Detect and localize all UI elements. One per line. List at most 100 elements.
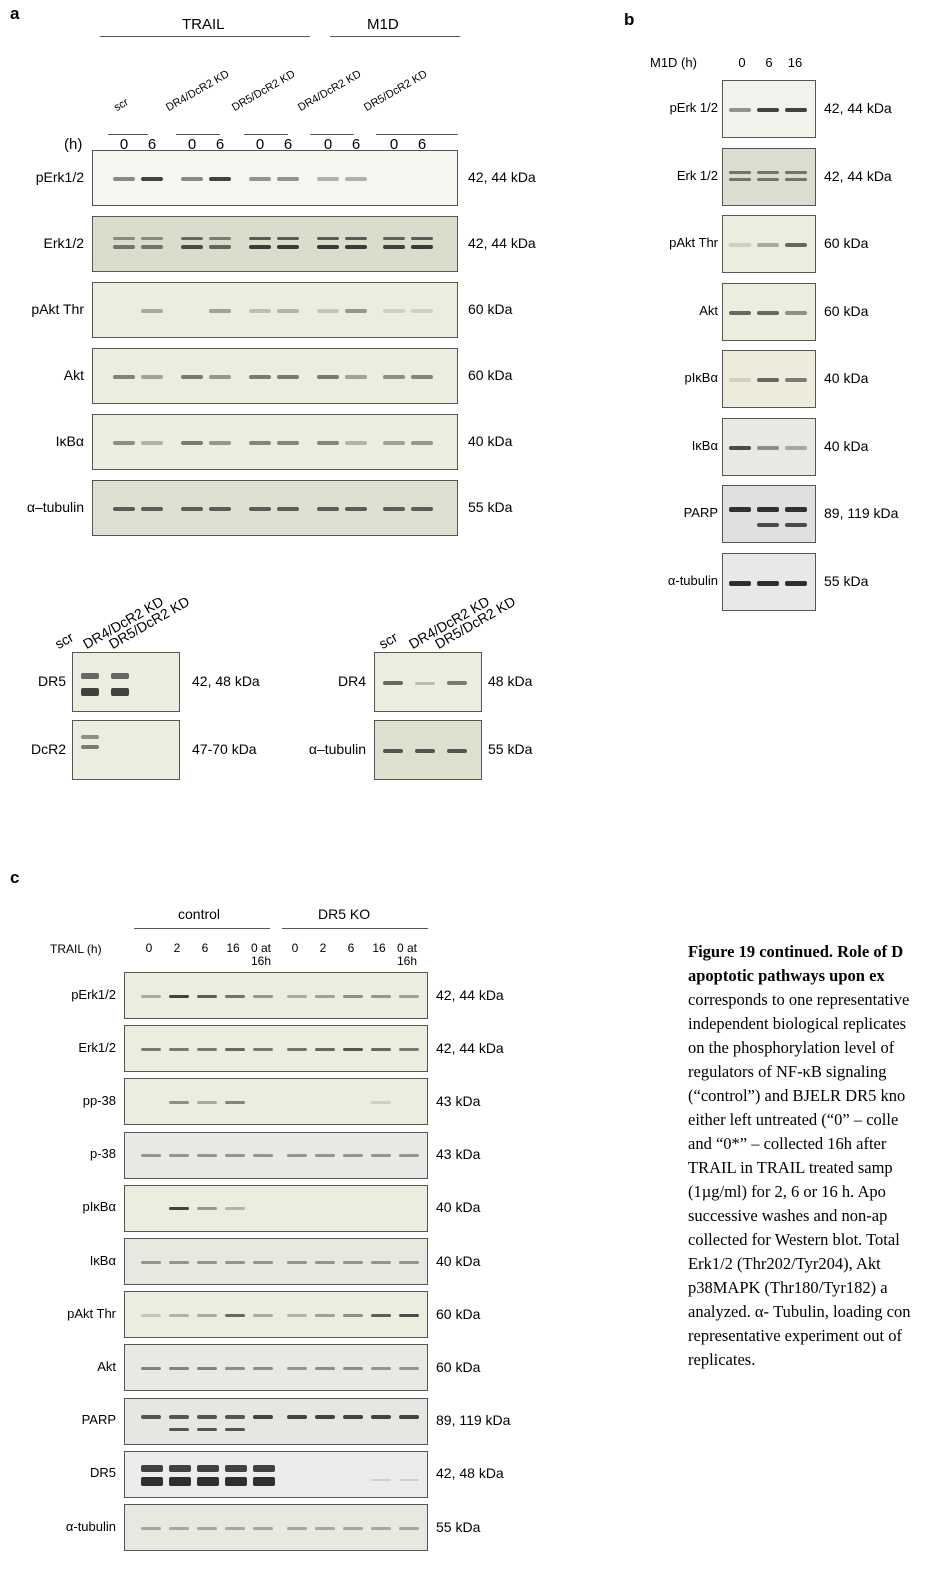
c-lane-time: 6: [201, 941, 209, 955]
blot-band: [287, 1154, 307, 1158]
blot-band: [197, 1415, 217, 1420]
blot-band: [225, 1465, 247, 1473]
blot-band: [253, 1526, 273, 1530]
blot-band: [399, 1047, 419, 1051]
c-row-label: Akt: [97, 1358, 116, 1374]
blot-band: [343, 1154, 363, 1158]
blot-band: [411, 441, 433, 445]
b-row-label: IκBα: [691, 437, 718, 453]
blot-band: [383, 309, 405, 313]
c-kda-label: 43 kDa: [436, 1146, 481, 1163]
blot-band: [225, 1047, 245, 1051]
blot-band: [141, 1260, 161, 1264]
blot-band: [197, 1047, 217, 1051]
blot-band: [315, 1526, 335, 1530]
lane-time: 0: [119, 136, 129, 153]
blot-band: [757, 177, 779, 181]
blot-band: [225, 1100, 245, 1104]
b-row-label: pErk 1/2: [669, 100, 718, 115]
blot-band: [225, 1313, 245, 1317]
c-kda-label: 40 kDa: [436, 1252, 481, 1269]
blot-band: [315, 1313, 335, 1317]
blot-band: [315, 1366, 335, 1370]
row-label: pErk1/2: [35, 169, 84, 185]
blot-band: [371, 1366, 391, 1370]
caption-line: TRAIL in TRAIL treated samp: [688, 1158, 893, 1177]
blot-band: [317, 237, 339, 240]
blot-band: [141, 441, 163, 445]
blot-band: [225, 1207, 245, 1211]
blot-band: [277, 309, 299, 313]
blot-band: [383, 749, 403, 753]
blot-band: [317, 375, 339, 379]
blot-band: [141, 177, 163, 181]
kda-label: 60 kDa: [468, 301, 513, 317]
blot-band: [249, 507, 271, 511]
blot-band: [197, 1313, 217, 1317]
blot-band: [197, 994, 217, 998]
pair-line: [244, 134, 288, 135]
sub-blot-box: [72, 720, 180, 780]
pair-line: [310, 134, 354, 135]
b-lane-time: 16: [787, 55, 803, 70]
blot-band: [287, 1313, 307, 1317]
blot-band: [277, 441, 299, 445]
blot-band: [225, 1477, 247, 1487]
lane-condition-dr5-m1d: DR5/DcR2 KD: [362, 68, 430, 114]
lane-time: 0: [187, 136, 197, 153]
b-row-label: PARP: [683, 505, 718, 520]
blot-band: [785, 445, 807, 450]
b-lane-time: 6: [765, 55, 773, 70]
c-kda-label: 40 kDa: [436, 1199, 481, 1216]
blot-band: [345, 245, 367, 249]
row-label: pAkt Thr: [31, 301, 84, 317]
b-blot-box: [722, 417, 816, 476]
c-kda-label: 60 kDa: [436, 1305, 481, 1322]
caption-line: replicates.: [688, 1350, 756, 1369]
blot-band: [141, 1465, 163, 1473]
sub-kda-label: 47-70 kDa: [192, 741, 257, 757]
blot-band: [141, 1415, 161, 1420]
blot-band: [81, 735, 99, 739]
blot-band: [411, 507, 433, 511]
kda-label: 60 kDa: [468, 367, 513, 383]
blot-box: [92, 216, 458, 272]
blot-band: [399, 1313, 419, 1317]
blot-band: [141, 237, 163, 240]
blot-band: [253, 1313, 273, 1317]
blot-band: [399, 1260, 419, 1264]
blot-band: [383, 441, 405, 445]
blot-band: [225, 1415, 245, 1420]
blot-band: [345, 507, 367, 511]
caption-line: (1µg/ml) for 2, 6 or 16 h. Apo: [688, 1182, 886, 1201]
blot-band: [181, 375, 203, 379]
blot-band: [197, 1260, 217, 1264]
caption: Figure 19 continued. Role of D apoptotic…: [688, 940, 911, 1372]
c-lane-time: 6: [347, 941, 355, 955]
blot-band: [249, 375, 271, 379]
blot-band: [209, 309, 231, 313]
blot-band: [371, 1100, 391, 1104]
b-row-label: Erk 1/2: [676, 167, 718, 183]
caption-line: collected for Western blot. Total: [688, 1230, 900, 1249]
blot-band: [785, 177, 807, 181]
blot-band: [729, 378, 751, 382]
blot-band: [197, 1207, 217, 1211]
blot-band: [253, 1154, 273, 1158]
blot-band: [197, 1477, 219, 1487]
blot-band: [785, 507, 807, 512]
pair-line: [108, 134, 148, 135]
sub-left-scr: scr: [52, 628, 77, 652]
blot-band: [287, 994, 307, 998]
blot-band: [415, 682, 435, 685]
caption-title-2: apoptotic pathways upon ex: [688, 966, 885, 985]
blot-band: [343, 994, 363, 998]
blot-band: [411, 245, 433, 249]
row-label: Erk1/2: [43, 235, 84, 251]
blot-band: [113, 375, 135, 379]
blot-band: [225, 1260, 245, 1264]
row-label: IκBα: [55, 433, 84, 449]
b-blot-box: [722, 552, 816, 611]
caption-line: regulators of NF-κB signaling: [688, 1062, 887, 1081]
blot-band: [371, 1154, 391, 1158]
